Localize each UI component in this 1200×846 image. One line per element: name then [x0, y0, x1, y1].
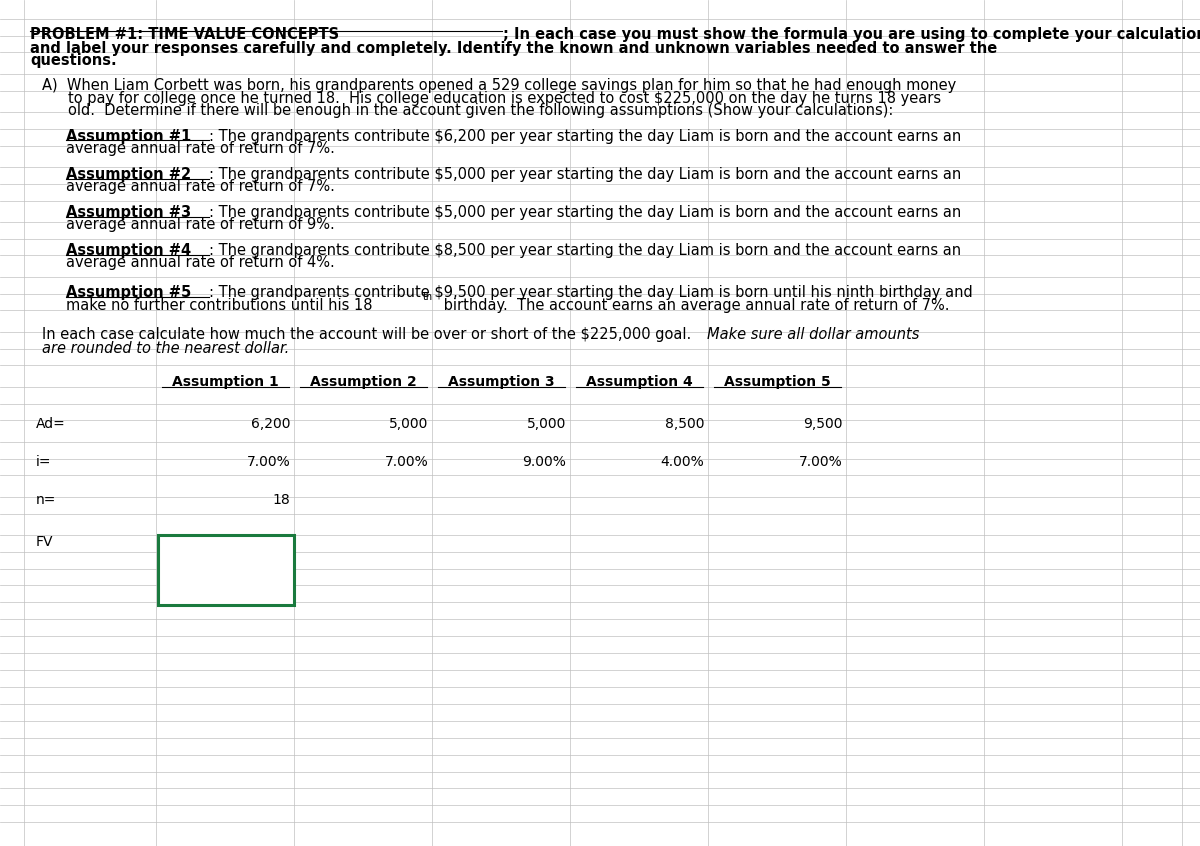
Text: 9,500: 9,500 [803, 417, 842, 431]
Text: 7.00%: 7.00% [247, 455, 290, 470]
Text: ; In each case you must show the formula you are using to complete your calculat: ; In each case you must show the formula… [503, 27, 1200, 42]
Text: i=: i= [36, 455, 52, 470]
Text: are rounded to the nearest dollar.: are rounded to the nearest dollar. [42, 341, 289, 356]
Text: : The grandparents contribute $5,000 per year starting the day Liam is born and : : The grandparents contribute $5,000 per… [209, 205, 961, 220]
Text: average annual rate of return of 4%.: average annual rate of return of 4%. [66, 255, 335, 271]
Text: Ad=: Ad= [36, 417, 66, 431]
Text: : The grandparents contribute $8,500 per year starting the day Liam is born and : : The grandparents contribute $8,500 per… [209, 243, 961, 258]
Text: average annual rate of return of 9%.: average annual rate of return of 9%. [66, 217, 335, 233]
Text: 7.00%: 7.00% [385, 455, 428, 470]
Text: 4.00%: 4.00% [661, 455, 704, 470]
Text: PROBLEM #1: TIME VALUE CONCEPTS: PROBLEM #1: TIME VALUE CONCEPTS [30, 27, 340, 42]
Text: Assumption #3: Assumption #3 [66, 205, 191, 220]
Text: questions.: questions. [30, 53, 116, 69]
Text: to pay for college once he turned 18.  His college education is expected to cost: to pay for college once he turned 18. Hi… [68, 91, 942, 106]
Text: : The grandparents contribute $9,500 per year starting the day Liam is born unti: : The grandparents contribute $9,500 per… [209, 285, 972, 300]
Text: Make sure all dollar amounts: Make sure all dollar amounts [707, 327, 919, 343]
Text: average annual rate of return of 7%.: average annual rate of return of 7%. [66, 141, 335, 157]
Text: 7.00%: 7.00% [799, 455, 842, 470]
Text: In each case calculate how much the account will be over or short of the $225,00: In each case calculate how much the acco… [42, 327, 701, 343]
Text: Assumption #1: Assumption #1 [66, 129, 191, 144]
Text: 9.00%: 9.00% [522, 455, 566, 470]
Text: make no further contributions until his 18: make no further contributions until his … [66, 298, 372, 313]
Text: Assumption #5: Assumption #5 [66, 285, 191, 300]
Text: 5,000: 5,000 [527, 417, 566, 431]
Text: old.  Determine if there will be enough in the account given the following assum: old. Determine if there will be enough i… [68, 103, 894, 118]
Text: Assumption #2: Assumption #2 [66, 167, 191, 182]
Text: : The grandparents contribute $6,200 per year starting the day Liam is born and : : The grandparents contribute $6,200 per… [209, 129, 961, 144]
Text: birthday.  The account earns an average annual rate of return of 7%.: birthday. The account earns an average a… [439, 298, 949, 313]
Text: 6,200: 6,200 [251, 417, 290, 431]
Text: Assumption #4: Assumption #4 [66, 243, 191, 258]
Text: n=: n= [36, 493, 56, 508]
Text: : The grandparents contribute $5,000 per year starting the day Liam is born and : : The grandparents contribute $5,000 per… [209, 167, 961, 182]
Text: average annual rate of return of 7%.: average annual rate of return of 7%. [66, 179, 335, 195]
Text: and label your responses carefully and completely. Identify the known and unknow: and label your responses carefully and c… [30, 41, 997, 56]
Text: 5,000: 5,000 [389, 417, 428, 431]
Text: Assumption 4: Assumption 4 [587, 375, 692, 389]
Bar [158, 535, 294, 605]
Text: 18: 18 [272, 493, 290, 508]
Text: Assumption 3: Assumption 3 [449, 375, 554, 389]
Text: th: th [422, 292, 432, 302]
Text: Assumption 1: Assumption 1 [173, 375, 278, 389]
Text: Assumption 5: Assumption 5 [725, 375, 830, 389]
Text: A)  When Liam Corbett was born, his grandparents opened a 529 college savings pl: A) When Liam Corbett was born, his grand… [42, 78, 956, 93]
Text: FV: FV [36, 535, 54, 549]
Text: Assumption 2: Assumption 2 [311, 375, 416, 389]
Text: 8,500: 8,500 [665, 417, 704, 431]
